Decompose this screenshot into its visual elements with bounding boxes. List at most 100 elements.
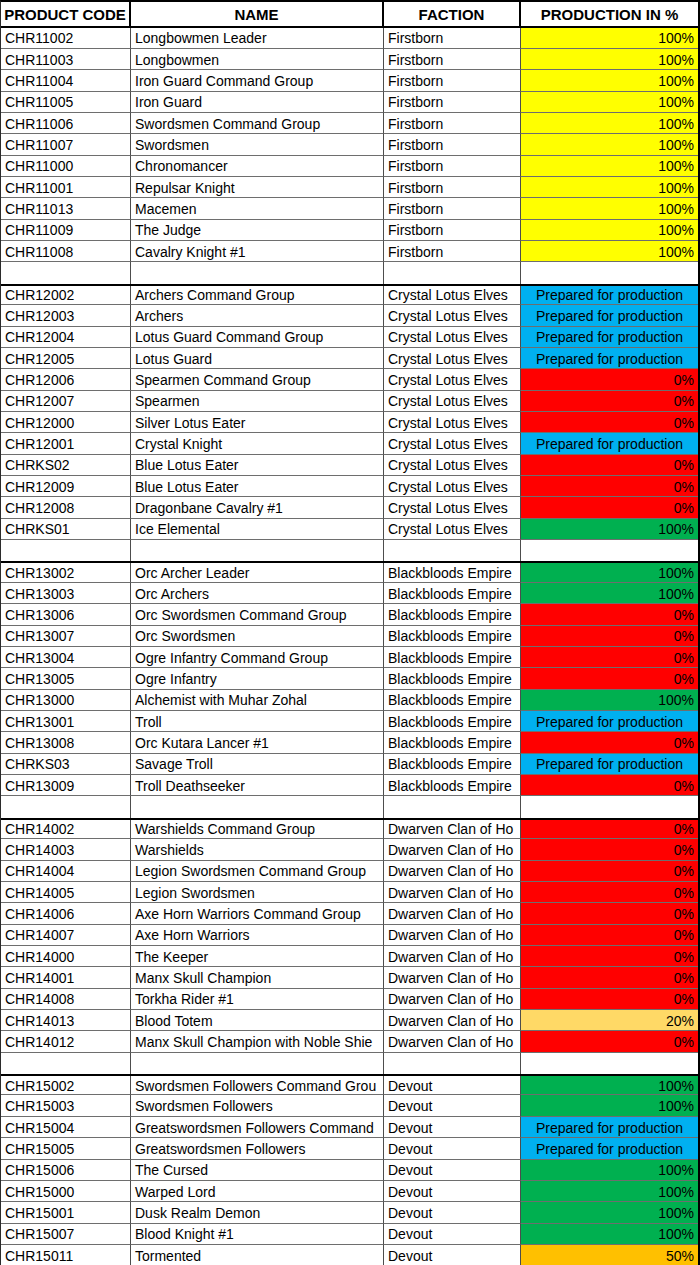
production-cell[interactable]: 100% — [521, 113, 698, 134]
production-cell[interactable]: 0% — [521, 668, 698, 689]
product-code-cell[interactable]: CHR12001 — [1, 433, 131, 454]
production-cell[interactable]: 100% — [521, 177, 698, 198]
production-cell[interactable]: 100% — [521, 28, 698, 49]
product-code-cell[interactable]: CHR12007 — [1, 391, 131, 412]
product-code-cell[interactable]: CHR14003 — [1, 839, 131, 860]
name-cell[interactable]: Troll Deathseeker — [131, 775, 384, 796]
name-cell[interactable]: Orc Swordsmen — [131, 626, 384, 647]
name-cell[interactable]: Longbowmen — [131, 49, 384, 70]
product-code-cell[interactable]: CHR15001 — [1, 1202, 131, 1223]
name-cell[interactable]: The Judge — [131, 220, 384, 241]
name-cell[interactable]: Orc Archers — [131, 583, 384, 604]
production-cell[interactable]: 100% — [521, 519, 698, 540]
faction-cell[interactable]: Firstborn — [384, 134, 521, 155]
product-code-cell[interactable]: CHRKS03 — [1, 754, 131, 775]
name-cell[interactable]: The Cursed — [131, 1160, 384, 1181]
name-cell[interactable]: Ogre Infantry Command Group — [131, 647, 384, 668]
faction-cell[interactable]: Blackbloods Empire — [384, 711, 521, 732]
production-cell[interactable]: 100% — [521, 156, 698, 177]
faction-cell[interactable]: Firstborn — [384, 70, 521, 91]
product-code-cell[interactable]: CHRKS02 — [1, 455, 131, 476]
empty-cell[interactable] — [131, 540, 384, 561]
name-cell[interactable]: Macemen — [131, 198, 384, 219]
product-code-cell[interactable]: CHR11013 — [1, 198, 131, 219]
product-code-cell[interactable]: CHR11002 — [1, 28, 131, 49]
production-cell[interactable]: 0% — [521, 946, 698, 967]
name-cell[interactable]: Blood Totem — [131, 1010, 384, 1031]
production-cell[interactable]: 0% — [521, 839, 698, 860]
product-code-cell[interactable]: CHR11008 — [1, 241, 131, 262]
production-cell[interactable]: 100% — [521, 1076, 698, 1095]
empty-cell[interactable] — [1, 796, 131, 817]
name-cell[interactable]: Lotus Guard Command Group — [131, 327, 384, 348]
header-name[interactable]: NAME — [131, 2, 384, 26]
faction-cell[interactable]: Dwarven Clan of Ho — [384, 882, 521, 903]
faction-cell[interactable]: Dwarven Clan of Ho — [384, 861, 521, 882]
name-cell[interactable]: Axe Horn Warriors — [131, 925, 384, 946]
name-cell[interactable]: Spearmen — [131, 391, 384, 412]
production-cell[interactable]: 0% — [521, 604, 698, 625]
faction-cell[interactable]: Firstborn — [384, 92, 521, 113]
faction-cell[interactable]: Blackbloods Empire — [384, 690, 521, 711]
product-code-cell[interactable]: CHR14012 — [1, 1031, 131, 1052]
production-cell[interactable]: 100% — [521, 1160, 698, 1181]
name-cell[interactable]: Ogre Infantry — [131, 668, 384, 689]
name-cell[interactable]: Warped Lord — [131, 1181, 384, 1202]
production-cell[interactable]: Prepared for production — [521, 1117, 698, 1138]
name-cell[interactable]: Troll — [131, 711, 384, 732]
header-product-code[interactable]: PRODUCT CODE — [1, 2, 131, 26]
name-cell[interactable]: Spearmen Command Group — [131, 369, 384, 390]
production-cell[interactable]: Prepared for production — [521, 327, 698, 348]
faction-cell[interactable]: Dwarven Clan of Ho — [384, 946, 521, 967]
name-cell[interactable]: Orc Archer Leader — [131, 563, 384, 582]
faction-cell[interactable]: Crystal Lotus Elves — [384, 369, 521, 390]
faction-cell[interactable]: Dwarven Clan of Ho — [384, 839, 521, 860]
header-faction[interactable]: FACTION — [384, 2, 521, 26]
production-cell[interactable]: 0% — [521, 775, 698, 796]
product-code-cell[interactable]: CHR14006 — [1, 903, 131, 924]
product-code-cell[interactable]: CHR13000 — [1, 690, 131, 711]
product-code-cell[interactable]: CHR14000 — [1, 946, 131, 967]
production-cell[interactable]: 100% — [521, 690, 698, 711]
name-cell[interactable]: Cavalry Knight #1 — [131, 241, 384, 262]
faction-cell[interactable]: Devout — [384, 1202, 521, 1223]
production-cell[interactable]: 0% — [521, 861, 698, 882]
empty-cell[interactable] — [131, 796, 384, 817]
faction-cell[interactable]: Dwarven Clan of Ho — [384, 1031, 521, 1052]
faction-cell[interactable]: Crystal Lotus Elves — [384, 497, 521, 518]
production-cell[interactable]: 100% — [521, 563, 698, 582]
production-cell[interactable]: 100% — [521, 70, 698, 91]
production-cell[interactable]: 0% — [521, 497, 698, 518]
product-code-cell[interactable]: CHR13002 — [1, 563, 131, 582]
production-cell[interactable]: 0% — [521, 989, 698, 1010]
faction-cell[interactable]: Devout — [384, 1076, 521, 1095]
empty-cell[interactable] — [521, 796, 698, 817]
name-cell[interactable]: Ice Elemental — [131, 519, 384, 540]
empty-cell[interactable] — [384, 796, 521, 817]
product-code-cell[interactable]: CHR12003 — [1, 305, 131, 326]
production-cell[interactable]: 100% — [521, 198, 698, 219]
empty-cell[interactable] — [521, 540, 698, 561]
production-cell[interactable]: Prepared for production — [521, 286, 698, 305]
product-code-cell[interactable]: CHR13006 — [1, 604, 131, 625]
product-code-cell[interactable]: CHRKS01 — [1, 519, 131, 540]
faction-cell[interactable]: Firstborn — [384, 28, 521, 49]
production-cell[interactable]: 0% — [521, 903, 698, 924]
name-cell[interactable]: Orc Kutara Lancer #1 — [131, 732, 384, 753]
production-cell[interactable]: 0% — [521, 925, 698, 946]
product-code-cell[interactable]: CHR11004 — [1, 70, 131, 91]
name-cell[interactable]: Legion Swordsmen Command Group — [131, 861, 384, 882]
product-code-cell[interactable]: CHR14002 — [1, 820, 131, 839]
faction-cell[interactable]: Crystal Lotus Elves — [384, 476, 521, 497]
production-cell[interactable]: 0% — [521, 882, 698, 903]
product-code-cell[interactable]: CHR11001 — [1, 177, 131, 198]
faction-cell[interactable]: Devout — [384, 1181, 521, 1202]
product-code-cell[interactable]: CHR14004 — [1, 861, 131, 882]
production-cell[interactable]: 100% — [521, 220, 698, 241]
name-cell[interactable]: Blood Knight #1 — [131, 1224, 384, 1245]
header-production[interactable]: PRODUCTION IN % — [521, 2, 698, 26]
name-cell[interactable]: The Keeper — [131, 946, 384, 967]
faction-cell[interactable]: Crystal Lotus Elves — [384, 391, 521, 412]
faction-cell[interactable]: Devout — [384, 1138, 521, 1159]
empty-cell[interactable] — [384, 540, 521, 561]
